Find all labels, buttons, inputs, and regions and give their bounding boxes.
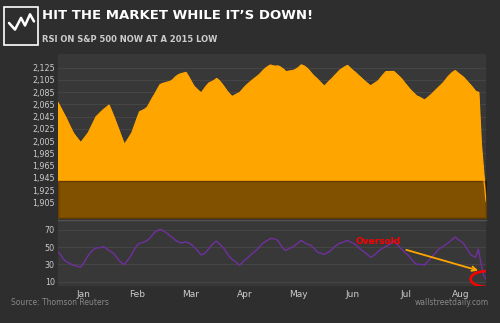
Text: Source: Thomson Reuters: Source: Thomson Reuters — [11, 298, 109, 307]
Text: wallstreetdaily.com: wallstreetdaily.com — [415, 298, 489, 307]
Text: HIT THE MARKET WHILE IT’S DOWN!: HIT THE MARKET WHILE IT’S DOWN! — [42, 9, 314, 22]
Text: RSI ON S&P 500 NOW AT A 2015 LOW: RSI ON S&P 500 NOW AT A 2015 LOW — [42, 35, 218, 44]
Text: Oversold: Oversold — [356, 237, 476, 271]
